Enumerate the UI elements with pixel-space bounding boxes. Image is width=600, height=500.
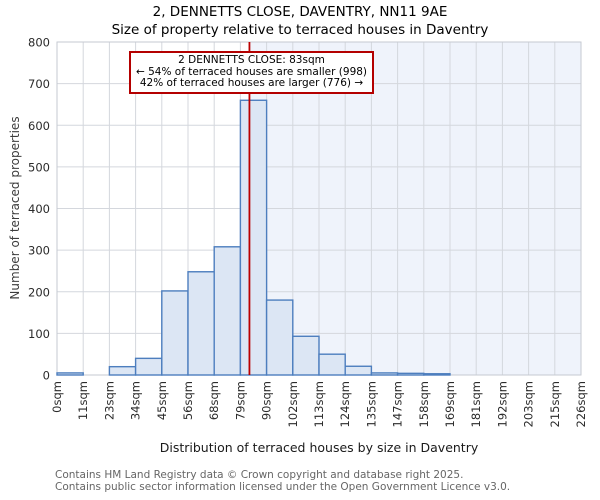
y-axis-tick-label: 200: [28, 285, 50, 299]
y-axis-tick-label: 400: [28, 202, 50, 216]
y-axis-tick-label: 600: [28, 119, 50, 133]
histogram-bar: [134, 357, 163, 376]
x-axis-tick-label: 79sqm: [233, 381, 247, 420]
histogram-bar: [265, 299, 294, 376]
y-axis-tick-label: 700: [28, 77, 50, 91]
histogram-bar: [396, 372, 425, 376]
histogram-bar: [56, 372, 84, 376]
histogram-bar: [239, 99, 268, 376]
x-axis-tick-label: 11sqm: [76, 381, 90, 420]
x-axis-tick-label: 169sqm: [443, 381, 457, 427]
x-axis-tick-label: 124sqm: [338, 381, 352, 427]
histogram-bar: [108, 365, 137, 376]
x-axis-tick-label: 226sqm: [574, 381, 588, 427]
annotation-larger-stat: 42% of terraced houses are larger (776) …: [139, 77, 364, 89]
x-axis-tick-label: 56sqm: [181, 381, 195, 420]
x-axis-tick-label: 23sqm: [102, 381, 116, 420]
footer-attribution-ogl: Contains public sector information licen…: [55, 481, 511, 493]
histogram-bar: [292, 335, 320, 376]
x-axis-tick-label: 34sqm: [129, 381, 143, 420]
x-axis-tick-label: 68sqm: [207, 381, 221, 420]
x-axis-tick-label: 0sqm: [50, 381, 64, 413]
y-axis-tick-label: 500: [28, 160, 50, 174]
x-axis-tick-label: 135sqm: [364, 381, 378, 427]
property-annotation-box: 2 DENNETTS CLOSE: 83sqm ← 54% of terrace…: [129, 51, 374, 94]
histogram-bar: [213, 246, 242, 376]
y-axis-tick-label: 0: [43, 369, 50, 383]
x-axis-tick-label: 203sqm: [522, 381, 536, 427]
annotation-property-size: 2 DENNETTS CLOSE: 83sqm: [178, 54, 325, 66]
x-axis-tick-label: 215sqm: [548, 381, 562, 427]
x-axis-tick-label: 90sqm: [260, 381, 274, 420]
x-axis-tick-label: 192sqm: [495, 381, 509, 427]
annotation-smaller-stat: ← 54% of terraced houses are smaller (99…: [135, 65, 368, 78]
histogram-bar: [423, 373, 451, 376]
x-axis-tick-label: 158sqm: [417, 381, 431, 427]
y-axis-tick-label: 300: [28, 244, 50, 258]
footer-attribution-hm-land-registry: Contains HM Land Registry data © Crown c…: [55, 469, 464, 481]
histogram-bar: [370, 372, 399, 376]
chart-subtitle: Size of property relative to terraced ho…: [111, 22, 489, 38]
x-axis-tick-label: 181sqm: [469, 381, 483, 427]
histogram-bar: [187, 271, 215, 376]
x-axis-tick-label: 45sqm: [155, 381, 169, 420]
y-axis-tick-label: 100: [28, 327, 50, 341]
x-axis-tick-label: 113sqm: [312, 381, 326, 427]
y-axis-label: Number of terraced properties: [8, 116, 22, 300]
chart-title: 2, DENNETTS CLOSE, DAVENTRY, NN11 9AE: [152, 4, 448, 20]
x-axis-tick-label: 147sqm: [391, 381, 405, 427]
histogram-bar: [161, 290, 189, 376]
y-axis-tick-label: 800: [28, 36, 50, 50]
x-axis-tick-label: 102sqm: [286, 381, 300, 427]
histogram-bar: [344, 365, 373, 376]
histogram-bar: [318, 353, 346, 376]
x-axis-label: Distribution of terraced houses by size …: [159, 440, 479, 455]
